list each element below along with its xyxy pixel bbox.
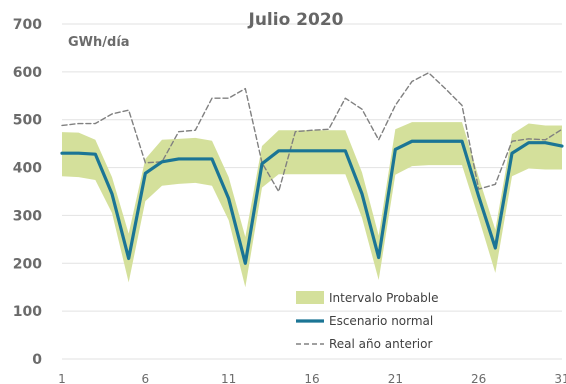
legend: Intervalo Probable Escenario normal Real a…	[296, 291, 438, 351]
y-tick-label: 700	[13, 17, 42, 33]
y-tick-label: 600	[13, 65, 42, 81]
series-line-escenario-normal	[60, 139, 564, 265]
y-tick-label: 100	[13, 304, 42, 320]
y-tick-label: 0	[32, 352, 42, 368]
band-layer	[62, 122, 562, 288]
legend-swatch-band	[296, 291, 324, 304]
legend-label-real: Real año anterior	[329, 337, 432, 351]
band-intervalo-probable	[62, 122, 562, 288]
y-tick-label: 400	[13, 161, 42, 177]
x-tick-label: 6	[142, 372, 150, 384]
unit-label: GWh/día	[68, 35, 130, 50]
x-tick-label: 11	[221, 372, 236, 384]
y-tick-label: 500	[13, 113, 42, 129]
x-tick-label: 31	[554, 372, 566, 384]
chart-title: Julio 2020	[248, 10, 344, 30]
series-line-real-a-o-anterior	[61, 72, 563, 193]
x-tick-label: 1	[58, 372, 66, 384]
legend-label-escenario: Escenario normal	[329, 314, 433, 328]
x-tick-label: 26	[471, 372, 486, 384]
legend-label-band: Intervalo Probable	[329, 291, 438, 305]
series-layer	[60, 72, 564, 265]
x-tick-label: 21	[388, 372, 403, 384]
x-tick-label: 16	[304, 372, 319, 384]
y-tick-label: 300	[13, 208, 42, 224]
grid-layer	[62, 23, 562, 360]
y-tick-label: 200	[13, 256, 42, 272]
